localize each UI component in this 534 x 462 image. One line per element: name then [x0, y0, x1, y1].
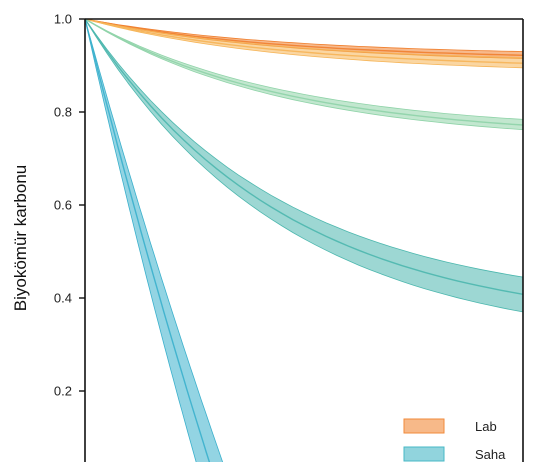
legend-label: Saha: [475, 447, 506, 462]
series-center-line: [84, 18, 524, 126]
legend-swatch: [403, 418, 445, 434]
y-tick-label: 0.4: [54, 291, 72, 306]
data-bands: [84, 18, 524, 462]
y-tick-label: 0.2: [54, 384, 72, 399]
series-center-line: [84, 18, 211, 462]
series-center-line: [84, 18, 524, 295]
y-tick-label: 0.8: [54, 105, 72, 120]
y-axis-title: Biyokömür karbonu: [11, 165, 30, 311]
legend-swatch: [403, 446, 445, 462]
axes: [84, 18, 524, 462]
y-ticks: 1.0 0.8 0.6 0.4 0.2: [54, 12, 85, 399]
series-center-line: [84, 18, 524, 56]
series-band: [84, 18, 224, 462]
legend: Lab Saha: [403, 418, 506, 462]
y-tick-label: 1.0: [54, 12, 72, 27]
series-center-line: [84, 18, 524, 64]
series-band: [84, 18, 524, 131]
y-tick-label: 0.6: [54, 198, 72, 213]
legend-label: Lab: [475, 419, 497, 434]
